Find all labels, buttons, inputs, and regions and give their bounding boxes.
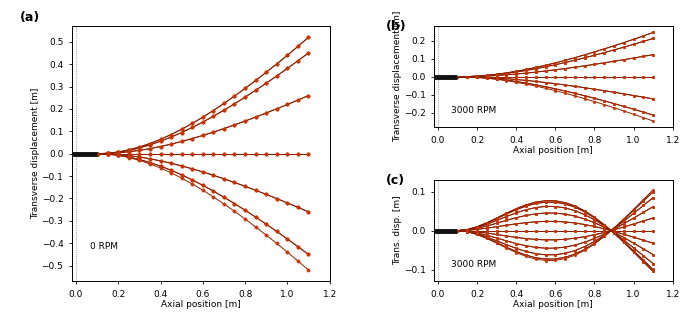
Text: 0 RPM: 0 RPM bbox=[89, 242, 117, 250]
X-axis label: Axial position [m]: Axial position [m] bbox=[514, 146, 594, 155]
Y-axis label: Transverse displacement [m]: Transverse displacement [m] bbox=[31, 88, 40, 219]
Text: 3000 RPM: 3000 RPM bbox=[451, 260, 496, 269]
Y-axis label: Trans. disp. [m]: Trans. disp. [m] bbox=[393, 196, 402, 266]
Text: 3000 RPM: 3000 RPM bbox=[451, 106, 496, 115]
Y-axis label: Transverse displacement [m]: Transverse displacement [m] bbox=[393, 11, 402, 143]
Text: (b): (b) bbox=[386, 20, 407, 33]
Text: (a): (a) bbox=[20, 11, 40, 24]
X-axis label: Axial position [m]: Axial position [m] bbox=[514, 300, 594, 309]
X-axis label: Axial position [m]: Axial position [m] bbox=[161, 300, 240, 309]
Text: (c): (c) bbox=[386, 174, 405, 187]
